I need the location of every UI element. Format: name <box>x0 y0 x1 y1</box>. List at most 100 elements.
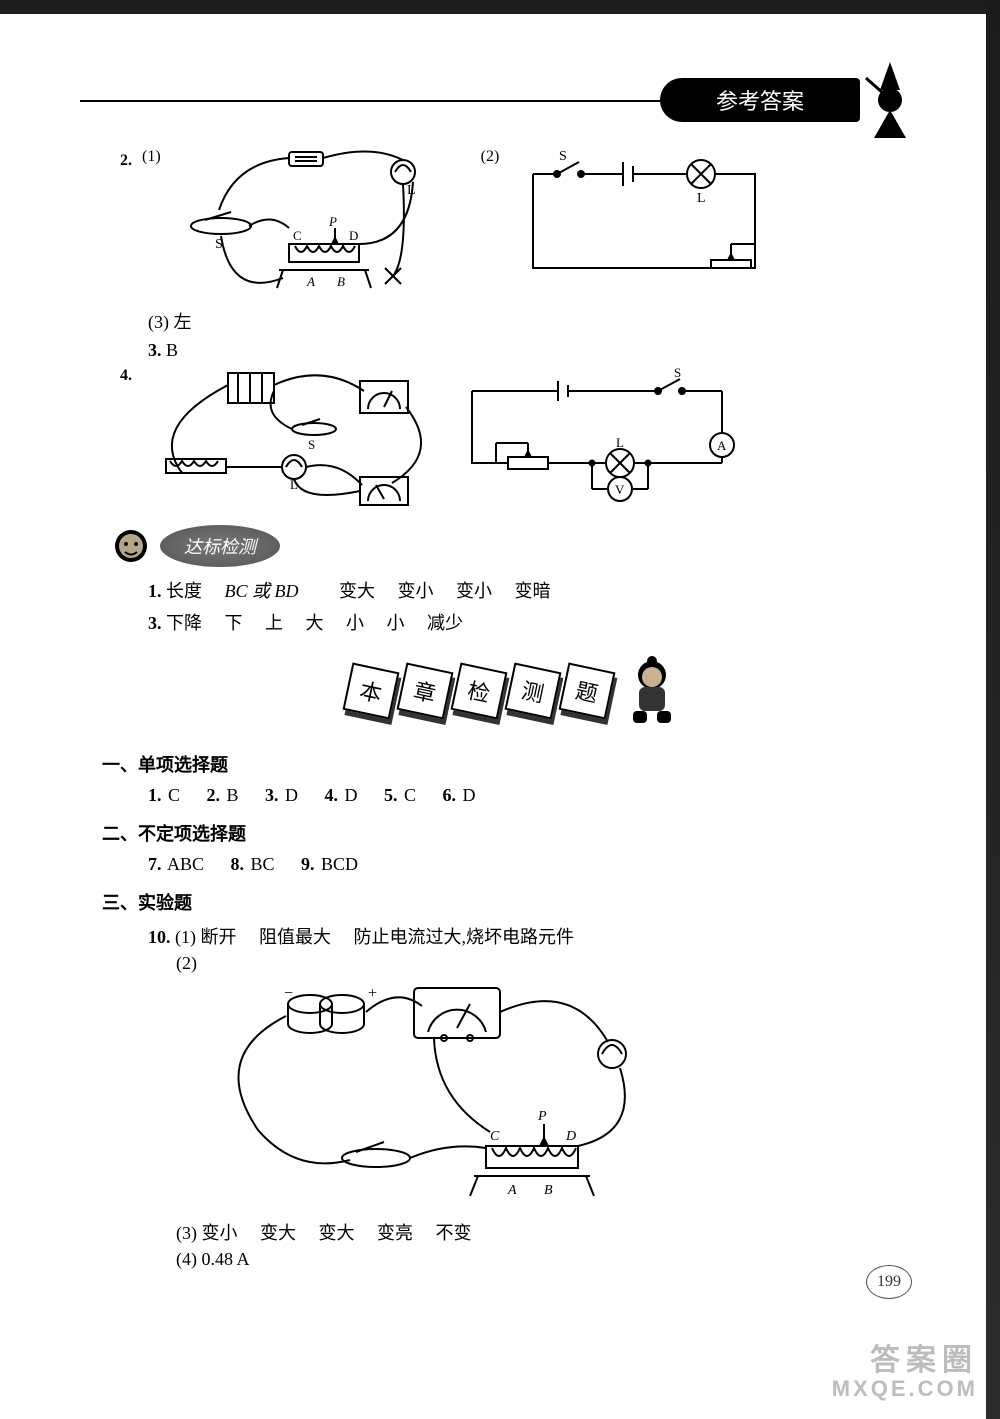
banner-char-2: 检 <box>451 663 508 720</box>
banner-char-0: 本 <box>343 663 400 720</box>
svg-text:A: A <box>717 438 727 453</box>
exp10-num: 10. <box>148 927 171 947</box>
std3-p6: 减少 <box>427 613 463 633</box>
std1-p5: 变暗 <box>515 581 551 601</box>
q3-number: 3. <box>148 340 162 360</box>
svg-text:L: L <box>616 435 624 450</box>
section-2-title: 二、不定项选择题 <box>102 820 910 846</box>
msq-8-n: 8. <box>231 854 245 874</box>
msq-8-a: BC <box>251 854 275 874</box>
exp10-p3-label: (3) <box>176 1223 197 1243</box>
svg-text:S: S <box>674 367 681 380</box>
q2-circuit-pictorial: L S C P D A B <box>171 148 441 308</box>
content-area: 2. (1) L S C <box>120 148 910 1270</box>
header-tab-label: 参考答案 <box>716 84 804 116</box>
std1-p2: 变大 <box>339 581 375 601</box>
watermark: 答案圈 MXQE.COM <box>832 1344 978 1401</box>
std3-p4: 小 <box>346 613 364 633</box>
exp10-p3: (3) 变小 变大 变大 变亮 不变 <box>176 1219 910 1245</box>
question-4: 4. S L <box>120 367 910 507</box>
msq-answers: 7. ABC 8. BC 9. BCD <box>148 854 910 875</box>
mcq-6-a: D <box>463 785 476 805</box>
scan-edge-right <box>986 0 1000 1419</box>
section-1-title: 一、单项选择题 <box>102 751 910 777</box>
wizard-icon <box>860 60 920 140</box>
watermark-line1: 答案圈 <box>832 1344 978 1377</box>
msq-9-a: BCD <box>321 854 358 874</box>
exp10-p4-ans: 0.48 A <box>202 1249 250 1269</box>
question-3: 3. B <box>148 340 910 361</box>
exp10-circuit-pictorial: − + C P D A <box>200 982 660 1202</box>
q2-circuit-schematic: S L <box>509 148 779 288</box>
q2-part1-label: (1) <box>142 148 161 166</box>
q2-number: 2. <box>120 148 132 170</box>
mcq-4-a: D <box>345 785 358 805</box>
svg-text:P: P <box>537 1109 547 1124</box>
std3-p3: 大 <box>306 613 324 633</box>
exp10-p1-a2: 防止电流过大,烧坏电路元件 <box>354 927 575 947</box>
q3-answer: B <box>166 340 178 360</box>
mcq-3-a: D <box>285 785 298 805</box>
mcq-6-n: 6. <box>443 785 457 805</box>
svg-text:V: V <box>615 482 625 497</box>
svg-text:A: A <box>507 1183 517 1198</box>
header-rule <box>80 100 700 102</box>
standard-test-badge: 达标检测 <box>110 525 910 567</box>
mcq-3-n: 3. <box>265 785 279 805</box>
scan-edge-top <box>0 0 1000 14</box>
q4-circuit-schematic: S A L V <box>452 367 742 507</box>
svg-text:P: P <box>328 214 337 229</box>
exp10-p3-a2: 变大 <box>319 1223 355 1243</box>
question-2: 2. (1) L S C <box>120 148 910 308</box>
std3-p1: 下 <box>225 613 243 633</box>
std3-num: 3. <box>148 613 162 633</box>
mcq-5-n: 5. <box>384 785 398 805</box>
exp10-p3-a4: 不变 <box>436 1223 472 1243</box>
page-number-value: 199 <box>877 1273 901 1291</box>
std1-p1: BC 或 BD <box>225 581 299 601</box>
mascot-icon <box>621 655 683 727</box>
mcq-1-a: C <box>168 785 180 805</box>
std-answer-1: 1. 长度 BC 或 BD 变大 变小 变小 变暗 <box>148 577 910 603</box>
std1-p4: 变小 <box>456 581 492 601</box>
svg-text:C: C <box>293 228 302 243</box>
svg-text:L: L <box>697 191 706 206</box>
svg-text:S: S <box>559 149 567 164</box>
mcq-5-a: C <box>404 785 416 805</box>
banner-char-1: 章 <box>397 663 454 720</box>
header-tab: 参考答案 <box>660 78 860 122</box>
std1-num: 1. <box>148 581 162 601</box>
svg-text:B: B <box>544 1183 553 1198</box>
std-answer-3: 3. 下降 下 上 大 小 小 减少 <box>148 609 910 635</box>
section-3-title: 三、实验题 <box>102 889 910 915</box>
std1-p0: 长度 <box>166 581 202 601</box>
std3-p5: 小 <box>387 613 405 633</box>
chapter-test-banner: 本 章 检 测 题 <box>120 655 910 727</box>
svg-text:D: D <box>565 1129 576 1144</box>
mcq-2-a: B <box>227 785 239 805</box>
q2-part3-answer: 左 <box>174 312 192 332</box>
q2-part3: (3) 左 <box>148 308 910 334</box>
std1-p3: 变小 <box>398 581 434 601</box>
std3-p0: 下降 <box>166 613 202 633</box>
exp10-p3-a0: 变小 <box>202 1223 238 1243</box>
page-number: 199 <box>866 1265 912 1299</box>
mcq-2-n: 2. <box>207 785 221 805</box>
mcq-1-n: 1. <box>148 785 162 805</box>
mcq-4-n: 4. <box>325 785 339 805</box>
face-icon <box>110 525 152 567</box>
exp10-p1-a1: 阻值最大 <box>259 927 331 947</box>
exp10-p3-a1: 变大 <box>260 1223 296 1243</box>
msq-9-n: 9. <box>301 854 315 874</box>
exp10-p2-label: (2) <box>176 953 910 974</box>
exp10-p4: (4) 0.48 A <box>176 1249 910 1270</box>
svg-text:+: + <box>368 985 377 1002</box>
svg-text:S: S <box>308 437 315 452</box>
svg-text:C: C <box>490 1129 500 1144</box>
exp10-p3-a3: 变亮 <box>377 1223 413 1243</box>
exp10-p4-label: (4) <box>176 1249 197 1269</box>
q4-number: 4. <box>120 367 132 385</box>
svg-text:A: A <box>306 274 315 289</box>
q2-part3-label: (3) <box>148 312 169 332</box>
svg-text:D: D <box>349 228 358 243</box>
